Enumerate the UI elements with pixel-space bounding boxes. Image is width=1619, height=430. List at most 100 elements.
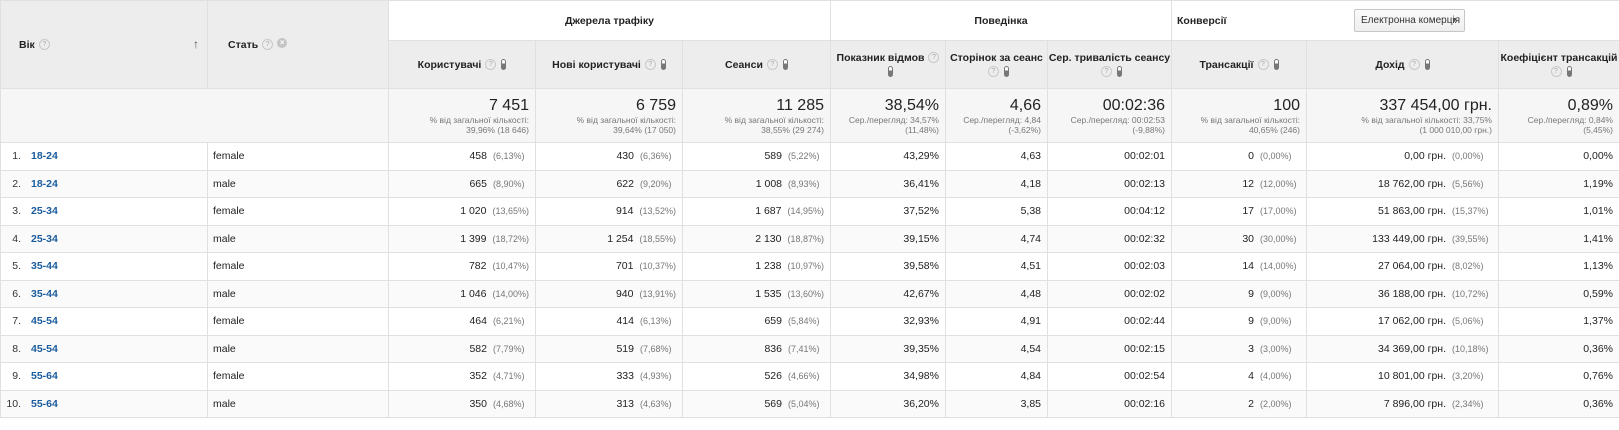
remove-dimension-icon[interactable]: × <box>277 37 288 48</box>
percent: (5,56%) <box>1452 178 1484 189</box>
percent: (8,02%) <box>1452 261 1484 272</box>
cell-new-users: 519 (7,68%) <box>535 334 683 363</box>
total-value: 6 759 <box>635 96 676 114</box>
cell-pages-per-session: 5,38 <box>945 197 1048 226</box>
cell-conversion-rate: 1,19% <box>1498 169 1619 198</box>
help-icon[interactable]: ? <box>644 59 656 71</box>
age-link[interactable]: 35-44 <box>31 287 58 300</box>
total-value: 100 <box>1273 96 1300 114</box>
help-icon[interactable]: ? <box>928 52 940 64</box>
total-new-users: 6 759% від загальної кількості: 39,64% (1… <box>535 88 683 143</box>
value: 51 863,00 грн. <box>1377 205 1446 218</box>
value: 133 449,00 грн. <box>1372 232 1446 245</box>
cell-users: 665 (8,90%) <box>388 169 536 198</box>
ecommerce-goal-dropdown[interactable]: Електронна комерція ▼ <box>1354 9 1465 32</box>
help-icon[interactable]: ? <box>988 66 999 78</box>
value: 582 <box>469 342 487 355</box>
thermometer-icon[interactable] <box>1004 66 1009 78</box>
percent: (18,72%) <box>492 233 529 244</box>
percent: (6,21%) <box>493 316 525 327</box>
age-link[interactable]: 45-54 <box>31 315 58 328</box>
thermometer-icon[interactable] <box>1117 66 1122 78</box>
help-icon[interactable]: ? <box>1408 59 1420 71</box>
cell-new-users: 414 (6,13%) <box>535 307 683 336</box>
group-header-conversions: Конверсії Електронна комерція ▼ <box>1171 0 1619 41</box>
column-label: Коефіцієнт трансакцій <box>1500 51 1618 64</box>
help-icon[interactable]: ? <box>1101 66 1112 78</box>
column-header-conversion-rate[interactable]: Коефіцієнт трансакцій? <box>1498 40 1619 89</box>
column-header-sessions[interactable]: Сеанси? <box>682 40 831 89</box>
thermometer-icon[interactable] <box>1424 59 1430 71</box>
cell-users: 352 (4,71%) <box>388 362 536 391</box>
percent: (5,84%) <box>788 316 820 327</box>
column-header-bounce-rate[interactable]: Показник відмов? <box>830 40 946 89</box>
cell-sessions: 589 (5,22%) <box>682 142 831 171</box>
percent: (10,72%) <box>1452 288 1489 299</box>
cell-avg-session-duration: 00:02:15 <box>1047 334 1172 363</box>
age-link[interactable]: 55-64 <box>31 370 58 383</box>
value: 1 008 <box>755 177 782 190</box>
age-link[interactable]: 25-34 <box>31 205 58 218</box>
column-header-new-users[interactable]: Нові користувачі? <box>535 40 683 89</box>
column-header-avg-session-duration[interactable]: Сер. тривалість сеансу? <box>1047 40 1172 89</box>
value: 4 <box>1248 370 1254 383</box>
help-icon[interactable]: ? <box>766 59 778 71</box>
column-header-revenue[interactable]: Дохід? <box>1306 40 1499 89</box>
row-index: 3. <box>12 205 21 218</box>
help-icon[interactable]: ? <box>485 59 497 71</box>
percent: (0,00%) <box>1452 151 1484 162</box>
help-icon[interactable]: ? <box>38 39 50 51</box>
thermometer-icon[interactable] <box>1566 66 1572 78</box>
total-subtext: % від загальної кількості: <box>1200 114 1300 125</box>
total-subtext: (-9,88%) <box>1132 124 1165 135</box>
age-link[interactable]: 18-24 <box>31 150 58 163</box>
column-header-transactions[interactable]: Трансакції? <box>1171 40 1307 89</box>
group-header-traffic: Джерела трафіку <box>388 0 831 41</box>
percent: (0,00%) <box>1260 151 1292 162</box>
column-header-age[interactable]: Вік? ↑ <box>0 0 208 89</box>
cell-transactions: 3 (3,00%) <box>1171 334 1307 363</box>
cell-age: 5. 35-44 <box>0 252 208 281</box>
help-icon[interactable]: ? <box>1550 66 1562 78</box>
help-icon[interactable]: ? <box>1257 59 1269 71</box>
cell-age: 7. 45-54 <box>0 307 208 336</box>
sort-ascending-icon[interactable]: ↑ <box>193 37 199 51</box>
percent: (4,00%) <box>1260 371 1292 382</box>
percent: (17,00%) <box>1260 206 1297 217</box>
cell-gender: female <box>207 307 389 336</box>
thermometer-icon[interactable] <box>1273 59 1279 71</box>
value: 659 <box>764 315 782 328</box>
column-label: Показник відмов <box>836 51 925 64</box>
cell-new-users: 430 (6,36%) <box>535 142 683 171</box>
cell-gender: male <box>207 389 389 418</box>
column-header-gender[interactable]: Стать? × <box>207 0 389 89</box>
cell-conversion-rate: 1,01% <box>1498 197 1619 226</box>
value: 1 399 <box>460 232 487 245</box>
percent: (39,55%) <box>1452 233 1489 244</box>
table-row: 7. 45-54 female 464 (6,21%) 414 (6,13%) 659 (5,8… <box>0 307 1619 336</box>
thermometer-icon[interactable] <box>888 66 893 78</box>
cell-age: 10. 55-64 <box>0 389 208 418</box>
thermometer-icon[interactable] <box>782 59 788 71</box>
value: 350 <box>469 397 487 410</box>
column-header-users[interactable]: Користувачі? <box>388 40 536 89</box>
cell-gender: female <box>207 252 389 281</box>
age-link[interactable]: 35-44 <box>31 260 58 273</box>
cell-gender: female <box>207 142 389 171</box>
help-icon[interactable]: ? <box>262 39 274 51</box>
percent: (4,63%) <box>640 398 672 409</box>
value: 569 <box>764 397 782 410</box>
percent: (6,36%) <box>640 151 672 162</box>
thermometer-icon[interactable] <box>660 59 666 71</box>
percent: (9,00%) <box>1260 316 1292 327</box>
cell-bounce-rate: 39,58% <box>830 252 946 281</box>
cell-pages-per-session: 4,54 <box>945 334 1048 363</box>
age-link[interactable]: 18-24 <box>31 177 58 190</box>
percent: (7,68%) <box>640 343 672 354</box>
thermometer-icon[interactable] <box>501 59 507 71</box>
age-link[interactable]: 25-34 <box>31 232 58 245</box>
column-header-pages-per-session[interactable]: Сторінок за сеанс? <box>945 40 1048 89</box>
age-link[interactable]: 55-64 <box>31 397 58 410</box>
age-link[interactable]: 45-54 <box>31 342 58 355</box>
cell-conversion-rate: 1,37% <box>1498 307 1619 336</box>
